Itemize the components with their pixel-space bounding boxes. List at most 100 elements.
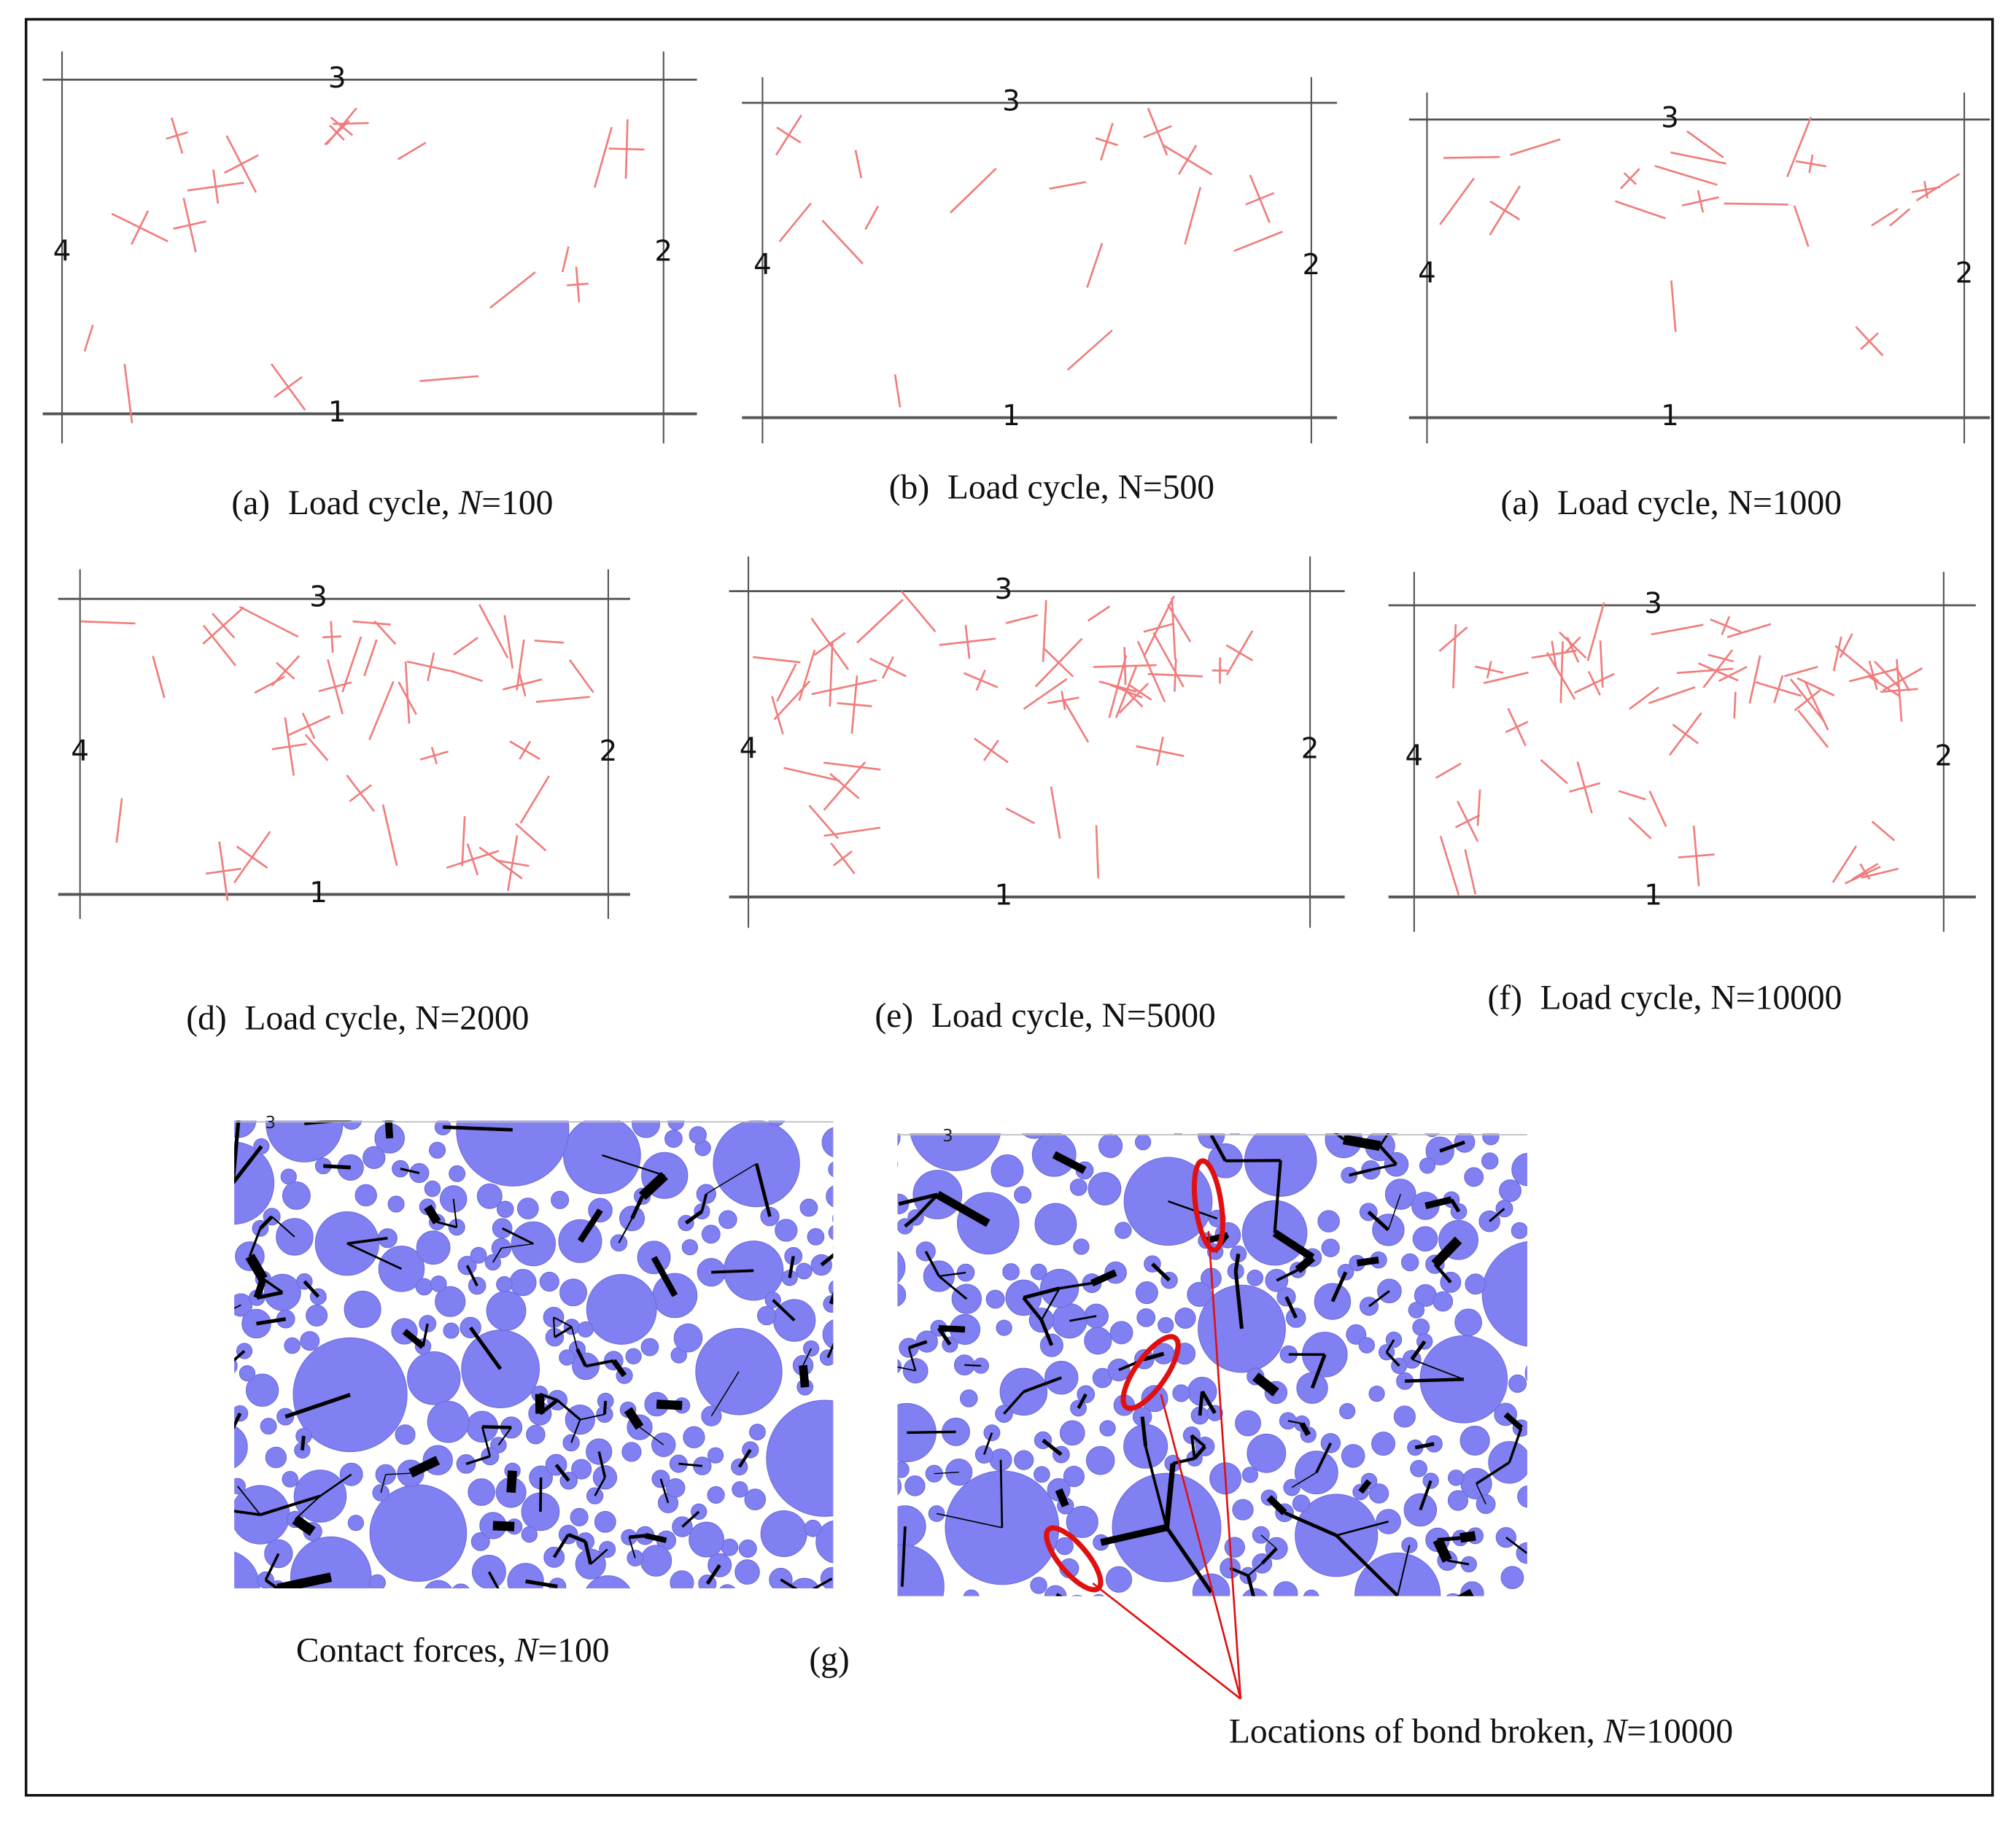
particle: [1465, 1273, 1486, 1295]
contact-force: [400, 1168, 420, 1174]
particle: [996, 1319, 1012, 1336]
contact-force: [1022, 1296, 1043, 1321]
crack: [1439, 177, 1475, 225]
crack: [489, 271, 536, 309]
crack: [1086, 242, 1104, 288]
contact-force: [1315, 1443, 1333, 1473]
crack: [1225, 644, 1254, 661]
crack: [223, 154, 259, 174]
particle: [1033, 1466, 1050, 1483]
contact-force: [1234, 1254, 1240, 1272]
crack: [568, 659, 594, 694]
pointer: [1160, 1394, 1242, 1699]
crack: [1796, 677, 1835, 696]
contact-force: [1296, 1256, 1314, 1272]
crack: [427, 652, 435, 682]
particle: [897, 1133, 901, 1146]
crack: [808, 804, 840, 839]
crack: [1023, 677, 1068, 710]
contact-force: [1371, 1163, 1397, 1171]
crack: [900, 590, 937, 633]
contact-force: [826, 1342, 834, 1359]
contact-force: [1233, 1270, 1244, 1329]
crack: [1832, 636, 1842, 672]
particle: [689, 1521, 724, 1558]
particle: [368, 1574, 386, 1589]
contact-force: [1042, 1438, 1063, 1456]
contact-force: [1358, 1479, 1372, 1494]
particle: [1071, 1594, 1083, 1596]
panel: 3 1 4 2 (a) Load cycle, N=100: [42, 51, 697, 522]
crack: [115, 798, 123, 843]
wall-label: 4: [740, 733, 758, 766]
caption-label: (a): [231, 484, 270, 522]
contact-force: [245, 1254, 268, 1282]
contact-force: [346, 1242, 403, 1270]
wall-label: 4: [71, 735, 89, 768]
crack: [798, 649, 816, 702]
crack: [1618, 790, 1646, 801]
contact-force: [436, 1221, 457, 1229]
contact-force: [1190, 1434, 1196, 1459]
crack: [518, 672, 527, 696]
contact-force: [294, 1495, 321, 1521]
particle: [452, 1583, 470, 1589]
crack: [1773, 675, 1784, 704]
contact-force: [1379, 1133, 1389, 1146]
particle: [260, 1418, 277, 1435]
particle: [1069, 1179, 1088, 1196]
contact-force: [908, 1340, 928, 1350]
contact-force: [538, 1398, 559, 1416]
particle: [1454, 1308, 1482, 1337]
contact-force: [1164, 1463, 1175, 1528]
contact-force: [1465, 1592, 1473, 1596]
crack: [1152, 632, 1185, 688]
contact-force: [602, 1154, 665, 1176]
contact-force: [256, 1290, 283, 1300]
panel: 3 1 4 2 (a) Load cycle, N=1000: [1408, 92, 1990, 522]
particle: [395, 1424, 416, 1445]
contact-force: [262, 1278, 284, 1294]
contact-force: [482, 1425, 512, 1429]
contact-force: [1489, 1208, 1505, 1222]
contact-force: [1260, 1534, 1277, 1549]
particle: [543, 1546, 565, 1568]
caption: Locations of bond broken, N=10000: [1229, 1713, 1733, 1751]
particle: [897, 1544, 945, 1596]
wall-label: 2: [654, 236, 672, 268]
crack: [1623, 172, 1637, 185]
particle: [1524, 1364, 1527, 1382]
crack: [1786, 117, 1813, 178]
crack: [276, 661, 295, 680]
crack: [1599, 640, 1604, 688]
crack: [519, 740, 532, 760]
particle: [828, 1280, 834, 1296]
particle: [407, 1351, 461, 1405]
crack: [1177, 144, 1198, 175]
crack: [1868, 660, 1878, 690]
contact-force: [1172, 1456, 1195, 1465]
particle-view-right: [897, 1133, 1527, 1596]
crack: [1128, 683, 1152, 701]
crack: [451, 670, 484, 683]
crack: [821, 220, 864, 265]
crack: [1721, 616, 1731, 635]
contact-force: [1335, 1521, 1389, 1537]
crack: [1615, 200, 1667, 220]
contact-force: [630, 1195, 645, 1219]
contact-force: [597, 1451, 607, 1478]
particle: [1174, 1307, 1196, 1329]
crack: [1061, 691, 1066, 710]
particle: [424, 1580, 452, 1589]
particle: [756, 1305, 777, 1326]
crack: [1670, 280, 1677, 333]
particle: [960, 1389, 978, 1408]
contact-force: [1505, 1537, 1527, 1554]
contact-force: [264, 1578, 279, 1589]
contact-force: [1386, 1351, 1400, 1367]
crack: [1629, 686, 1659, 710]
panel: 3 1 4 2 (d) Load cycle, N=2000: [58, 569, 630, 1038]
contact-force: [469, 1326, 503, 1370]
particle: [904, 1475, 926, 1496]
caption: Contact forces, N=100: [296, 1631, 610, 1669]
